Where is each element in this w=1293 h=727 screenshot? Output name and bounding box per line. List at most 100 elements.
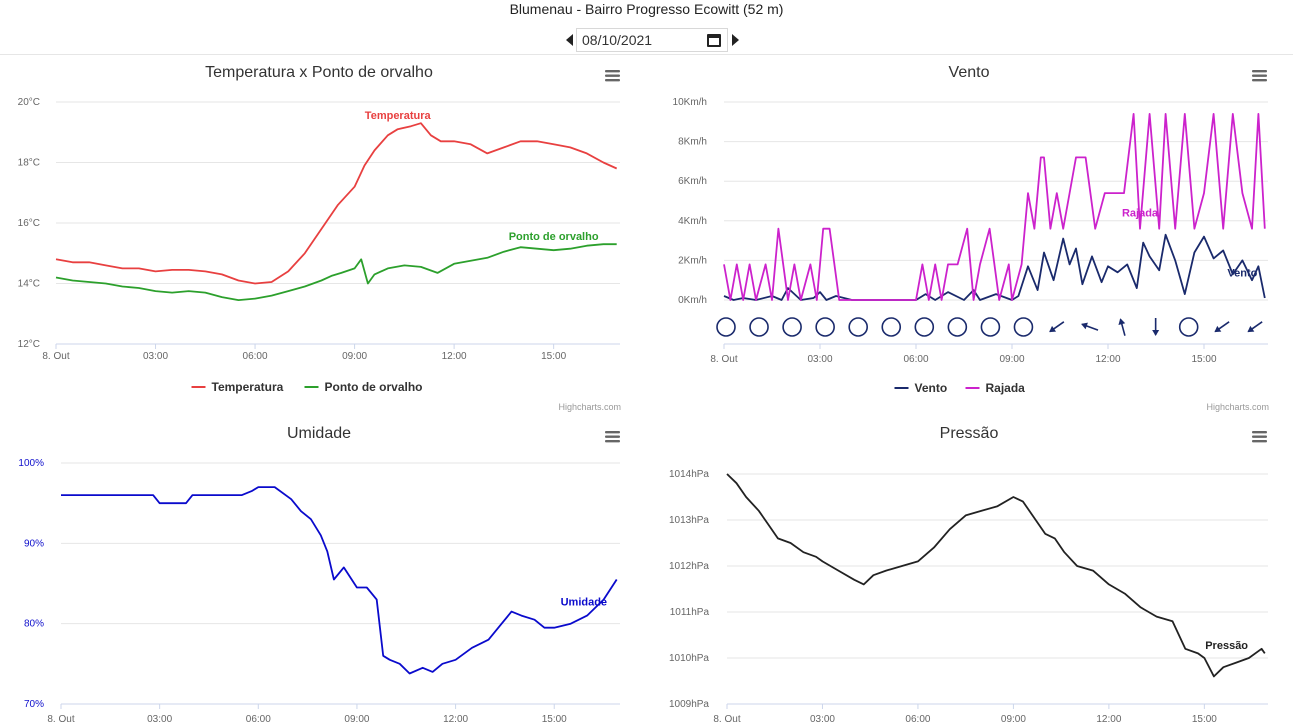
- x-tick-label: 03:00: [147, 714, 172, 725]
- y-tick-label: 10Km/h: [673, 97, 707, 108]
- wind-calm-icon: [848, 317, 868, 337]
- wind-calm-icon: [881, 317, 902, 337]
- wind-calm-icon: [980, 317, 1001, 337]
- y-tick-label: 1009hPa: [669, 699, 709, 710]
- y-tick-label: 70%: [24, 699, 44, 710]
- series-label: Temperatura: [365, 110, 432, 122]
- wind-chart-svg: Vento 0Km/h 2Km/h 4Km/h 6Km/h 8Km/h 10Km/h 8. O…: [673, 64, 1269, 412]
- hum-chart-title: Umidade: [287, 425, 351, 442]
- legend-item-vento[interactable]: Vento: [894, 381, 948, 395]
- chevron-right-icon: [731, 34, 739, 46]
- x-tick-label: 03:00: [810, 714, 835, 725]
- wind-calm-icon: [815, 317, 835, 337]
- temp-series-temperatura: [55, 122, 618, 285]
- wind-direction-arrow-icon: [1118, 318, 1126, 336]
- y-tick-label: 1011hPa: [670, 607, 710, 618]
- y-tick-label: 1012hPa: [669, 561, 709, 572]
- x-tick-label: 12:00: [1095, 354, 1120, 365]
- wind-direction-arrow-icon: [1152, 318, 1160, 336]
- hum-chart-svg: Umidade 70% 80% 90% 100% 8. Out 03:00 06:00 09:0…: [18, 425, 620, 725]
- y-tick-label: 90%: [24, 538, 44, 549]
- x-tick-label: 06:00: [243, 351, 268, 362]
- prev-day-button[interactable]: [562, 28, 576, 52]
- press-menu-icon[interactable]: [1252, 431, 1267, 443]
- y-tick-label: 1014hPa: [669, 469, 709, 480]
- series-label: Vento: [1227, 267, 1257, 279]
- x-tick-label: 8. Out: [710, 354, 737, 365]
- y-tick-label: 0Km/h: [678, 295, 707, 306]
- press-chart-svg: Pressão 1009hPa 1010hPa 1011hPa 1012hPa 1013h…: [669, 425, 1268, 725]
- x-tick-label: 06:00: [903, 354, 928, 365]
- x-tick-label: 09:00: [1001, 714, 1026, 725]
- y-tick-label: 2Km/h: [678, 255, 707, 266]
- series-label: Rajada: [1122, 208, 1159, 220]
- wind-direction-arrow-icon: [1214, 321, 1230, 333]
- y-tick-label: 4Km/h: [678, 216, 707, 227]
- wind-chart-title: Vento: [949, 64, 990, 81]
- y-tick-label: 20°C: [18, 97, 40, 108]
- y-tick-label: 1013hPa: [669, 515, 709, 526]
- temp-menu-icon[interactable]: [605, 70, 620, 82]
- header-divider: [0, 54, 1293, 55]
- highcharts-credit-link[interactable]: Highcharts.com: [558, 402, 621, 412]
- next-day-button[interactable]: [728, 28, 742, 52]
- x-tick-label: 15:00: [542, 714, 567, 725]
- temp-chart-title: Temperatura x Ponto de orvalho: [205, 64, 433, 81]
- date-navigator: 08/10/2021: [562, 27, 742, 53]
- legend-label: Ponto de orvalho: [325, 380, 423, 394]
- legend-label: Rajada: [986, 381, 1026, 395]
- wind-direction-arrow-icon: [1049, 321, 1065, 333]
- y-tick-label: 12°C: [18, 339, 40, 350]
- calendar-icon[interactable]: [707, 33, 721, 47]
- legend-item-temperatura[interactable]: Temperatura: [191, 380, 284, 394]
- temp-series-ponto-de-orvalho: [55, 243, 617, 302]
- legend-label: Vento: [915, 381, 948, 395]
- wind-calm-icon: [1178, 317, 1199, 337]
- date-input[interactable]: 08/10/2021: [576, 28, 728, 52]
- y-tick-label: 100%: [18, 458, 44, 469]
- x-tick-label: 8. Out: [47, 714, 74, 725]
- x-tick-label: 09:00: [342, 351, 367, 362]
- x-tick-label: 8. Out: [713, 714, 740, 725]
- chevron-left-icon: [565, 34, 573, 46]
- legend-item-ponto-de-orvalho[interactable]: Ponto de orvalho: [304, 380, 423, 394]
- humidity-chart-panel: Umidade 70% 80% 90% 100% 8. Out 03:00 06:00 09:0…: [0, 417, 646, 727]
- x-tick-label: 06:00: [246, 714, 271, 725]
- series-label: Ponto de orvalho: [509, 231, 599, 243]
- y-tick-label: 80%: [24, 619, 44, 630]
- x-tick-label: 12:00: [1096, 714, 1121, 725]
- wind-series-rajada: [723, 113, 1266, 301]
- y-tick-label: 14°C: [18, 279, 40, 290]
- y-tick-label: 16°C: [18, 218, 40, 229]
- x-tick-label: 12:00: [442, 351, 467, 362]
- wind-direction-arrow-icon: [1081, 322, 1099, 331]
- temp-chart-svg: Temperatura x Ponto de orvalho 12°C 14°C 16…: [18, 64, 621, 412]
- date-value: 08/10/2021: [582, 32, 653, 48]
- wind-direction-arrow-icon: [1247, 321, 1263, 333]
- x-tick-label: 03:00: [143, 351, 168, 362]
- x-tick-label: 15:00: [1191, 354, 1216, 365]
- page-title: Blumenau - Bairro Progresso Ecowitt (52 …: [509, 1, 784, 17]
- hum-menu-icon[interactable]: [605, 431, 620, 443]
- pressure-chart-panel: Pressão 1009hPa 1010hPa 1011hPa 1012hPa 1013h…: [647, 417, 1293, 727]
- wind-chart-panel: Vento 0Km/h 2Km/h 4Km/h 6Km/h 8Km/h 10Km/h 8. O…: [647, 56, 1293, 416]
- wind-menu-icon[interactable]: [1252, 70, 1267, 82]
- legend-label: Temperatura: [212, 380, 284, 394]
- highcharts-credit-link[interactable]: Highcharts.com: [1206, 402, 1269, 412]
- legend-item-rajada[interactable]: Rajada: [965, 381, 1026, 395]
- series-label: Umidade: [561, 597, 607, 609]
- y-tick-label: 1010hPa: [669, 653, 709, 664]
- x-tick-label: 15:00: [1192, 714, 1217, 725]
- wind-calm-icon: [947, 317, 968, 337]
- press-series-pressão: [726, 473, 1266, 678]
- hum-series-umidade: [61, 486, 618, 675]
- x-tick-label: 15:00: [541, 351, 566, 362]
- x-tick-label: 09:00: [999, 354, 1024, 365]
- y-tick-label: 8Km/h: [678, 137, 707, 148]
- x-tick-label: 03:00: [807, 354, 832, 365]
- x-tick-label: 09:00: [344, 714, 369, 725]
- y-tick-label: 18°C: [18, 158, 40, 169]
- press-chart-title: Pressão: [940, 425, 999, 442]
- series-label: Pressão: [1205, 640, 1248, 652]
- wind-calm-icon: [914, 317, 935, 337]
